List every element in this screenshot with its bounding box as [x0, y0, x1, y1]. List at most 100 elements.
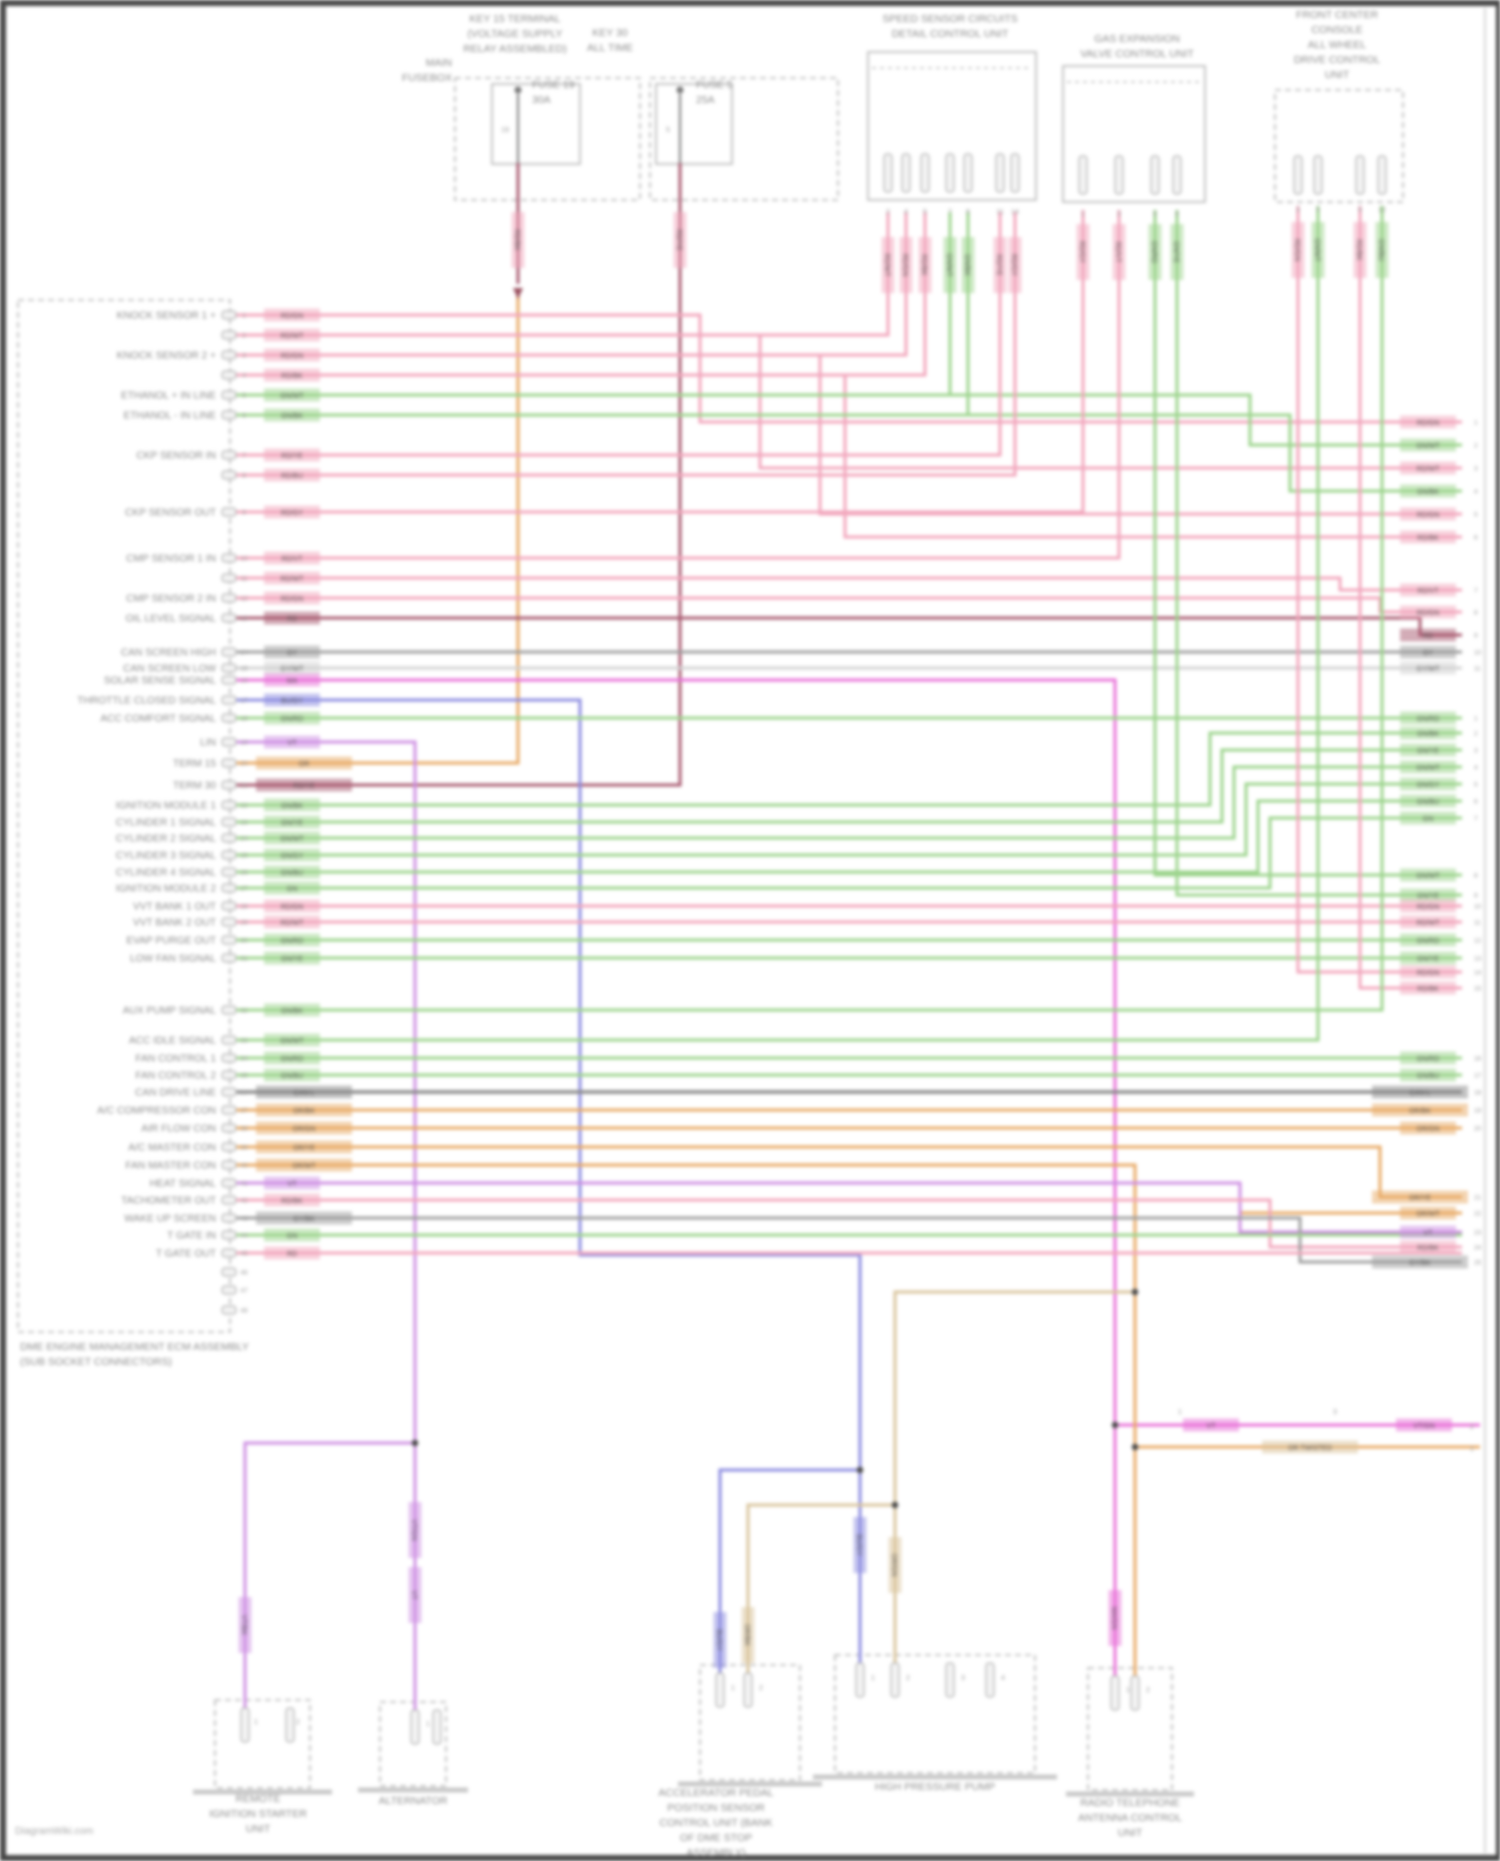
ecm-wire-code: OR/YE: [256, 1140, 352, 1154]
connector-wire-code: GN/BU: [1400, 1068, 1456, 1082]
ecm-pin-number: 39: [240, 1145, 248, 1152]
accel-pedal-caption: ASSEMBLY): [686, 1847, 745, 1859]
pin-number: 2: [759, 1685, 763, 1692]
ecm-pin: [221, 883, 237, 893]
ecm-wire-code: GN/WT: [264, 831, 320, 845]
svg-text:RD/WT: RD/WT: [883, 254, 890, 278]
svg-text:CAN-L: CAN-L: [1409, 1090, 1430, 1097]
ecm-wire-code: OR/GN: [256, 1121, 352, 1135]
svg-text:OR/BK: OR/BK: [743, 1624, 750, 1646]
svg-text:GN/BK: GN/BK: [963, 254, 970, 276]
ecm-pin-label: CYLINDER 3 SIGNAL: [116, 851, 217, 862]
wire-code-label: RD/BK: [511, 212, 525, 268]
svg-text:GN/BK: GN/BK: [281, 413, 303, 420]
ecm-pin: [221, 1105, 237, 1115]
ecm-pin: [221, 1005, 237, 1015]
connector-pin-number: 9: [1474, 633, 1478, 640]
ecm-pin: [221, 390, 237, 400]
ecm-wire-code: GN/BK: [264, 1003, 320, 1017]
ecm-pin-number: 28: [240, 904, 248, 911]
svg-text:OR/WT: OR/WT: [1416, 1211, 1440, 1218]
ecm-pin-label: ACC COMFORT SIGNAL: [100, 714, 216, 725]
wire-pk: [232, 313, 1462, 424]
ecm-pin-label: A/C COMPRESSOR CON: [97, 1106, 216, 1117]
svg-text:GN/BU: GN/BU: [1417, 799, 1439, 806]
connector-wire-code: GN/WT: [1400, 760, 1456, 774]
connector-pin-number: 1: [1474, 420, 1478, 427]
ecm-pin-label: CAN SCREEN HIGH: [121, 648, 216, 659]
svg-text:RD/VT: RD/VT: [1418, 588, 1440, 595]
connector-pin-number: 17: [1474, 1073, 1482, 1080]
wire-pk: [232, 1198, 1462, 1249]
pin-number: 4: [904, 209, 908, 216]
connector-pin-number: 14: [1474, 970, 1482, 977]
svg-text:GN/BK: GN/BK: [1417, 489, 1439, 496]
console-control-unit-box: [1274, 89, 1404, 203]
alternator-box: [379, 1701, 447, 1787]
ecm-wire-code: GN/BU: [264, 1068, 320, 1082]
wire-pk: [232, 210, 1121, 560]
ecm-pin-number: 47: [240, 1288, 248, 1295]
ecm-pin-number: 20: [240, 761, 248, 768]
wire-code-label: RD/WT: [881, 237, 895, 293]
connector-pin-number: 6: [1474, 535, 1478, 542]
junction-dot: [411, 1439, 419, 1447]
connector-wire-code: GN/RD: [1400, 933, 1456, 947]
wire-gn: [232, 731, 1462, 807]
svg-text:RD/BK: RD/BK: [1417, 535, 1439, 542]
junction-dot: [856, 1466, 864, 1474]
svg-text:RD/GN: RD/GN: [281, 353, 304, 360]
connector-pin-number: 2: [1474, 731, 1478, 738]
ecm-wire-code: RD: [264, 1246, 320, 1260]
connector-pin-number: 4: [1474, 489, 1478, 496]
ecm-pin: [221, 1160, 237, 1170]
svg-text:GN/WT: GN/WT: [1313, 238, 1320, 262]
wire-code-label: MA/GN: [1108, 1590, 1122, 1646]
svg-text:OR TWISTED: OR TWISTED: [1288, 1445, 1332, 1452]
connector-pin-number: 4: [1474, 765, 1478, 772]
connector-wire-code: RD/BK: [1400, 981, 1456, 995]
ecm-pin: [221, 613, 237, 623]
ecm-pin: [221, 867, 237, 877]
component-pin: [1313, 155, 1323, 195]
connector-pin-number: 19: [1474, 1108, 1482, 1115]
wire-code-label: BU/GY: [853, 1517, 867, 1573]
ecm-pin-number: 38: [240, 1126, 248, 1133]
ecm-wire-code: OR/WT: [256, 1158, 352, 1172]
ecm-pin-label: FAN MASTER CON: [125, 1161, 216, 1172]
ecm-pin: [221, 663, 237, 673]
wire-code-label: GN/WT: [943, 237, 957, 293]
antenna-caption: RADIO TELEPHONE: [1080, 1797, 1180, 1809]
starter-caption: IGNITION STARTER: [209, 1808, 307, 1820]
connector-pin-number: 8: [1474, 873, 1478, 880]
pin-number: 1: [426, 1721, 430, 1728]
ecm-pin-label: TERM 30: [173, 781, 216, 792]
svg-text:GN/BU: GN/BU: [1417, 1073, 1439, 1080]
svg-text:GY/WT: GY/WT: [281, 666, 305, 673]
wire-code-label: OR/BK: [741, 1607, 755, 1663]
svg-text:OR/YE: OR/YE: [1409, 1195, 1431, 1202]
antenna-caption: UNIT: [1118, 1827, 1143, 1839]
key15-title: RELAY ASSEMBLED): [463, 43, 567, 55]
component-pin: [985, 1662, 995, 1698]
ecm-pin: [221, 1285, 237, 1295]
wire-gn: [232, 782, 1462, 857]
component-pin: [1150, 155, 1160, 195]
component-pin: [1114, 155, 1124, 195]
ecm-pin-number: 18: [240, 716, 248, 723]
ecm-pin-label: ETHANOL - IN LINE: [124, 411, 217, 422]
svg-text:RD/YE: RD/YE: [995, 254, 1002, 276]
fusebox-left: [454, 77, 641, 201]
ecm-pin-number: 13: [240, 616, 248, 623]
connector-wire-code: RD/GN: [1400, 605, 1456, 619]
ecm-pin-number: 48: [240, 1308, 248, 1315]
pin-number: 1: [871, 1675, 875, 1682]
ecm-wire-code: RD/GN: [264, 899, 320, 913]
ecm-pin-number: 1: [242, 313, 246, 320]
svg-text:GN/WT: GN/WT: [280, 1038, 304, 1045]
ecm-pin-number: 22: [240, 803, 248, 810]
ecm-pin-number: 36: [240, 1090, 248, 1097]
svg-text:GN/BK: GN/BK: [281, 1008, 303, 1015]
